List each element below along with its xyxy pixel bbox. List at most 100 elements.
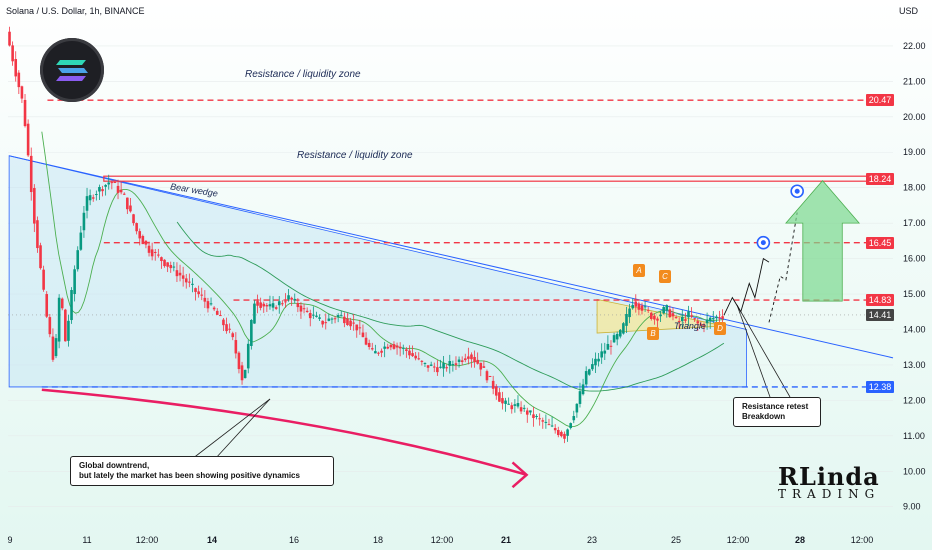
candle-body: [488, 376, 492, 378]
candle-body: [426, 365, 430, 368]
candle-body: [405, 349, 408, 351]
candle-body: [451, 364, 455, 366]
candle-body: [175, 270, 179, 277]
candle-body: [501, 398, 504, 404]
candle-body: [147, 245, 151, 253]
candle-body: [395, 345, 399, 348]
candle-body: [575, 403, 579, 413]
candle-body: [563, 433, 566, 439]
candle-body: [507, 403, 510, 405]
candle-body: [473, 356, 476, 363]
y-tick-label: 14.00: [903, 324, 926, 334]
candle-body: [70, 290, 73, 321]
candle-body: [138, 231, 142, 239]
candle-body: [485, 371, 489, 381]
candle-body: [519, 407, 523, 412]
candle-body: [392, 344, 396, 349]
symbol-title: Solana / U.S. Dollar, 1h, BINANCE: [6, 6, 145, 16]
candle-body: [277, 301, 281, 306]
candle-body: [442, 363, 445, 369]
candle-body: [538, 418, 541, 420]
candle-body: [42, 269, 45, 290]
candle-body: [126, 197, 129, 210]
candle-body: [302, 308, 306, 310]
x-tick-label: 12:00: [136, 535, 159, 545]
downtrend-callout-line1: Global downtrend,: [79, 461, 150, 470]
candle-body: [308, 313, 312, 319]
candle-body: [587, 369, 591, 375]
candle-body: [491, 380, 495, 389]
candle-body: [522, 407, 526, 409]
candle-body: [600, 351, 603, 358]
candle-body: [355, 324, 359, 331]
candle-body: [721, 316, 724, 319]
candle-body: [640, 305, 644, 311]
downtrend-arc: [41, 388, 527, 477]
candle-body: [479, 362, 483, 370]
candle-body: [327, 318, 331, 321]
candle-body: [705, 319, 709, 324]
candle-body: [591, 364, 594, 370]
price-axis: 9.00 10.00 11.00 12.00 13.00 14.00 15.00 16.00 1…: [903, 41, 926, 512]
candle-body: [312, 314, 315, 316]
solana-logo-icon: [56, 60, 88, 81]
retest-callout-pointer: [736, 304, 791, 398]
downtrend-arrowhead: [511, 461, 529, 489]
candle-body: [445, 367, 448, 369]
candle-body: [268, 304, 272, 307]
candle-body: [135, 223, 138, 232]
y-tick-label: 12.00: [903, 395, 926, 405]
y-tick-label: 21.00: [903, 76, 926, 86]
candle-body: [76, 250, 80, 270]
x-tick-label: 23: [587, 535, 597, 545]
candle-body: [265, 305, 269, 307]
y-tick-label: 19.00: [903, 147, 926, 157]
x-tick-label: 16: [289, 535, 299, 545]
candle-body: [696, 321, 700, 324]
candle-body: [594, 358, 597, 366]
candle-body: [662, 307, 665, 314]
candle-body: [184, 278, 188, 283]
drawing-zones: [8, 155, 894, 489]
candle-body: [153, 251, 157, 253]
candle-body: [178, 272, 182, 276]
candle-body: [560, 431, 563, 437]
x-tick-label: 28: [795, 535, 805, 545]
x-tick-label: 12:00: [727, 535, 750, 545]
candle-body: [315, 315, 318, 317]
candle-body: [116, 185, 120, 193]
candle-body: [333, 318, 337, 320]
candle-body: [163, 259, 166, 267]
candle-body: [157, 254, 160, 256]
candle-body: [8, 31, 11, 46]
price-tag: 18.24: [866, 173, 894, 186]
candle-body: [352, 322, 355, 324]
candles: [8, 26, 724, 444]
candle-body: [60, 298, 64, 309]
price-tag: 20.47: [866, 94, 894, 107]
candle-body: [454, 363, 458, 365]
moving-average-line: [41, 131, 724, 428]
retest-callout-line1: Resistance retest: [742, 402, 809, 411]
candle-body: [417, 358, 421, 360]
candle-body: [374, 351, 377, 354]
candle-body: [23, 99, 27, 127]
candle-body: [622, 323, 625, 334]
candle-body: [246, 343, 250, 369]
currency-label: USD: [898, 6, 918, 16]
candle-body: [212, 307, 216, 310]
candle-body: [653, 315, 656, 320]
candle-body: [711, 318, 715, 320]
candle-body: [150, 249, 154, 257]
candle-body: [708, 317, 712, 322]
candle-body: [504, 400, 507, 404]
resistance-zone-mid-label: Resistance / liquidity zone: [297, 150, 413, 161]
y-tick-label: 20.00: [903, 112, 926, 122]
candle-body: [33, 188, 36, 224]
candle-body: [569, 423, 572, 429]
candle-body: [398, 346, 402, 349]
candle-body: [271, 303, 275, 308]
candle-body: [432, 366, 436, 368]
x-tick-label: 21: [501, 535, 511, 545]
